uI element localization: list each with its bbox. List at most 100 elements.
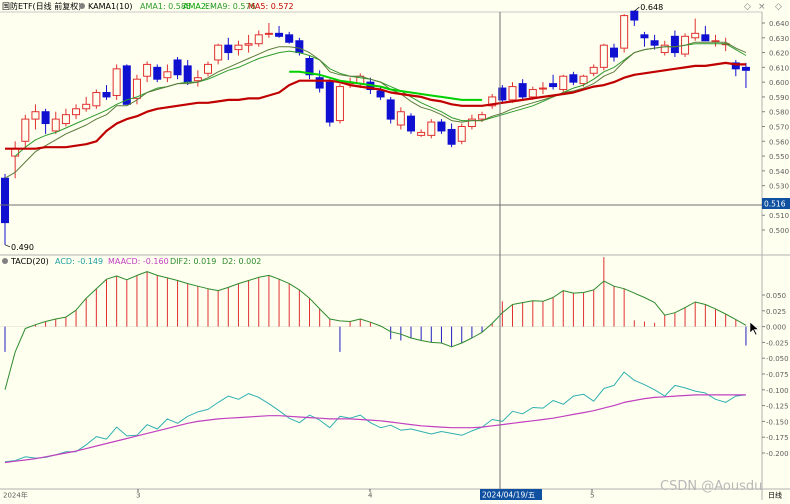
tacd-value-axis: 0.050 0.025 0.000 -0.025 -0.050 -0.075 -0.100 -… (762, 292, 789, 458)
price-tick-label: 0.560 (769, 138, 789, 146)
high-price-label: 0.648 (640, 3, 663, 12)
candle-down (630, 10, 639, 21)
candle-up (417, 131, 426, 136)
tacd-tick-label: 0.000 (766, 324, 786, 332)
candle-down (173, 59, 182, 76)
price-tick-label: 0.580 (769, 109, 789, 117)
candle-up (92, 91, 101, 107)
candle-down (153, 66, 162, 80)
candle-down (670, 35, 679, 54)
main-panel-title: 国防ETF(日线 前复权) (2, 1, 81, 11)
candle-up (508, 86, 517, 101)
tacd-tick-label: 0.050 (766, 292, 786, 300)
low-marker-line (4, 244, 11, 248)
candle-up (396, 111, 405, 126)
tacd-toggle-icon[interactable] (2, 258, 8, 264)
line-dif2 (4, 271, 747, 390)
mouse-cursor-icon (749, 321, 760, 336)
price-tick-label: 0.540 (769, 168, 789, 176)
price-tick-label: 0.530 (769, 183, 789, 191)
candle-down (275, 32, 284, 37)
expand-icon[interactable]: ◇ (775, 2, 782, 12)
candle-down (224, 44, 233, 54)
price-tick-label: 0.590 (769, 94, 789, 102)
candle-up (112, 68, 121, 96)
candle-up (660, 44, 669, 54)
price-tick-label: 0.620 (769, 50, 789, 58)
date-axis-label-may: 5 (590, 492, 594, 500)
candle-up (559, 75, 568, 91)
price-tick-label: 0.640 (769, 20, 789, 28)
candle-down (701, 34, 710, 42)
legend-ama2: AMA2: - (183, 2, 214, 11)
legend-dif2: DIF2: 0.019 (170, 257, 216, 266)
price-tick-label: 0.510 (769, 212, 789, 220)
crosshair: 0.516 2024/04/19/五 (0, 12, 790, 500)
line-maacd (4, 394, 746, 464)
candle-up (143, 63, 152, 77)
line-ma5 (5, 61, 746, 150)
crosshair-price-box (762, 198, 790, 209)
candle-up (132, 78, 141, 99)
macd-histogram (0, 257, 762, 352)
lower-panel-title: TACD(20) (10, 257, 49, 266)
candle-down (498, 87, 507, 101)
tacd-tick-label: -0.100 (766, 387, 789, 395)
candle-up (163, 71, 172, 79)
price-tick-label: 0.610 (769, 64, 789, 72)
candle-up (234, 44, 243, 51)
candle-up (579, 75, 588, 85)
candle-up (528, 89, 537, 98)
tacd-tick-label: -0.125 (766, 403, 789, 411)
candle-up (204, 63, 212, 74)
tacd-tick-label: -0.075 (766, 371, 789, 379)
candle-up (589, 66, 598, 74)
candle-down (325, 81, 334, 123)
candle-down (285, 34, 294, 43)
legend-ma5: MA5: 0.572 (248, 2, 294, 11)
legend-maacd: MAACD: -0.160 (108, 257, 169, 266)
high-marker-line (634, 6, 640, 12)
candle-up (538, 87, 547, 90)
candle-down (183, 65, 192, 83)
candle-down (610, 47, 618, 58)
crosshair-price-label: 0.516 (764, 200, 786, 209)
date-axis-label-april: 4 (368, 492, 373, 500)
price-tick-label: 0.550 (769, 153, 789, 161)
date-axis: 2024年 3 4 5 日线 (3, 489, 782, 500)
line-ema9 (4, 41, 747, 179)
candle-down (569, 74, 578, 83)
candle-down (741, 66, 750, 71)
tacd-tick-label: 0.025 (766, 308, 786, 316)
candle-down (315, 77, 324, 89)
price-tick-label: 0.630 (769, 35, 789, 43)
candle-down (731, 62, 740, 70)
close-icon[interactable]: × (758, 2, 766, 12)
kama-indicator-label: KAMA1(10) (88, 2, 132, 11)
candle-up (335, 86, 344, 122)
candle-up (599, 44, 608, 68)
candle-down (549, 83, 558, 88)
line-acd (4, 371, 747, 463)
candle-up (82, 103, 91, 110)
candle-down (407, 115, 415, 132)
candle-up (488, 96, 497, 107)
candle-up (457, 126, 466, 142)
candle-down (102, 91, 111, 98)
candle-up (244, 43, 253, 46)
candle-up (254, 34, 263, 45)
candle-up (61, 114, 70, 125)
indicator-toggle-icon[interactable] (79, 3, 85, 9)
candle-up (214, 44, 223, 61)
date-axis-label-march: 3 (136, 492, 140, 500)
period-label[interactable]: 日线 (768, 491, 782, 500)
diamond-icon[interactable]: ◇ (744, 2, 751, 12)
watermark-text: CSDN @Aousdu (660, 479, 762, 494)
candle-up (21, 118, 30, 142)
candle-down (386, 99, 395, 120)
price-tick-label: 0.600 (769, 79, 789, 87)
candle-down (376, 90, 385, 98)
legend-d2: D2: 0.002 (222, 257, 261, 266)
